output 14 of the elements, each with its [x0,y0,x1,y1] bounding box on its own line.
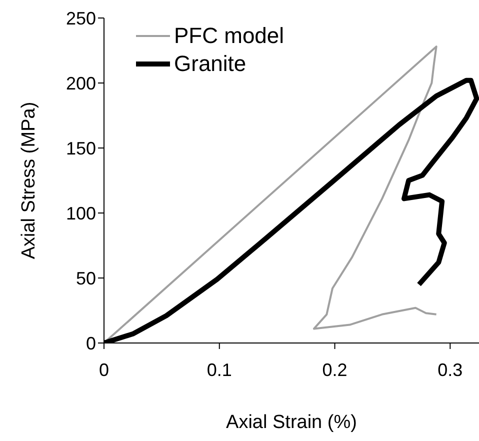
y-axis-title: Axial Stress (MPa) [18,102,40,260]
x-tick-label: 0 [98,360,110,380]
x-tick-label: 0.3 [438,360,463,380]
x-tick-label: 0.1 [206,360,232,380]
y-tick-label: 0 [86,333,96,354]
legend-label: Granite [174,51,246,77]
y-tick-label: 200 [66,73,96,94]
y-tick-label: 100 [66,203,96,224]
y-tick-label: 250 [66,8,96,28]
x-axis-title: Axial Strain (%) [226,412,357,433]
y-tick-label: 150 [66,138,96,158]
legend-label: PFC model [174,23,284,49]
x-tick-label: 0.2 [322,360,348,380]
y-tick-label: 50 [76,268,96,288]
